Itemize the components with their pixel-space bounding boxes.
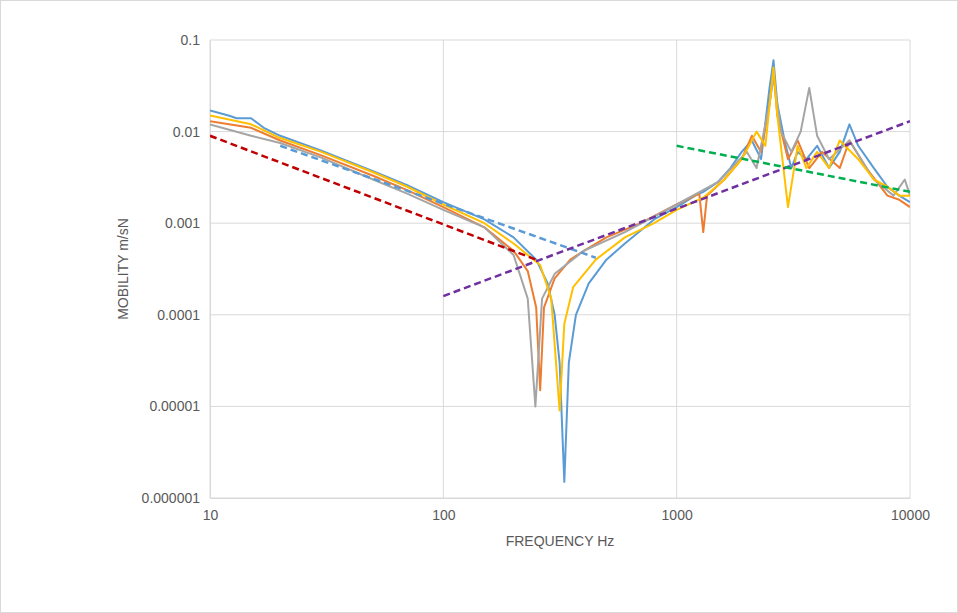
y-tick-label: 0.000001 [142,490,201,506]
trend-line [443,121,910,296]
y-grid-line [210,40,910,41]
plot-area [210,60,910,482]
y-grid-line [210,314,910,315]
y-tick-label: 0.1 [181,32,201,48]
x-axis: 10 100 1000 10000 [203,498,930,523]
y-grid-line [210,223,910,224]
y-grid-line [210,498,910,499]
x-tick: 10000 [891,498,930,523]
y-tick: 0.1 [181,32,210,48]
chart: 10 100 1000 10000 0.000001 0.00001 0.0001 0.001… [0,0,958,613]
trend-line [280,146,596,258]
x-tick-label: 100 [432,507,456,523]
series-line [210,68,910,411]
y-tick-label: 0.01 [173,124,200,140]
x-tick: 10 [203,498,219,523]
x-grid-line [910,40,911,498]
y-tick-label: 0.001 [165,215,200,231]
series-line [210,76,910,406]
series-line [210,60,910,482]
y-grid-line [210,131,910,132]
x-grid-line [443,40,444,498]
y-tick-label: 0.00001 [149,398,200,414]
page: {"chart_data": { "type": "line", "x_labe… [0,0,958,613]
x-tick-label: 1000 [662,507,693,523]
x-tick: 100 [432,498,456,523]
grid [210,40,910,498]
x-tick-label: 10000 [891,507,930,523]
y-tick: 0.00001 [149,398,210,414]
x-axis-title: FREQUENCY Hz [506,533,615,549]
x-tick-label: 10 [203,507,219,523]
y-tick: 0.0001 [157,307,210,323]
y-tick: 0.000001 [142,490,210,506]
y-tick: 0.001 [165,215,210,231]
series-line [210,72,910,391]
y-axis-line [210,41,211,499]
x-grid-line [210,40,211,498]
chart-border [1,1,958,613]
x-grid-line [676,40,677,498]
y-tick-label: 0.0001 [157,307,200,323]
trend-line [677,146,910,192]
y-axis: 0.000001 0.00001 0.0001 0.001 0.01 0.1 [142,32,211,506]
x-axis-line [211,498,911,499]
y-tick: 0.01 [173,124,210,140]
y-axis-title: MOBILITY m/sN [115,218,131,320]
trend-line [210,136,536,260]
x-tick: 1000 [662,498,693,523]
